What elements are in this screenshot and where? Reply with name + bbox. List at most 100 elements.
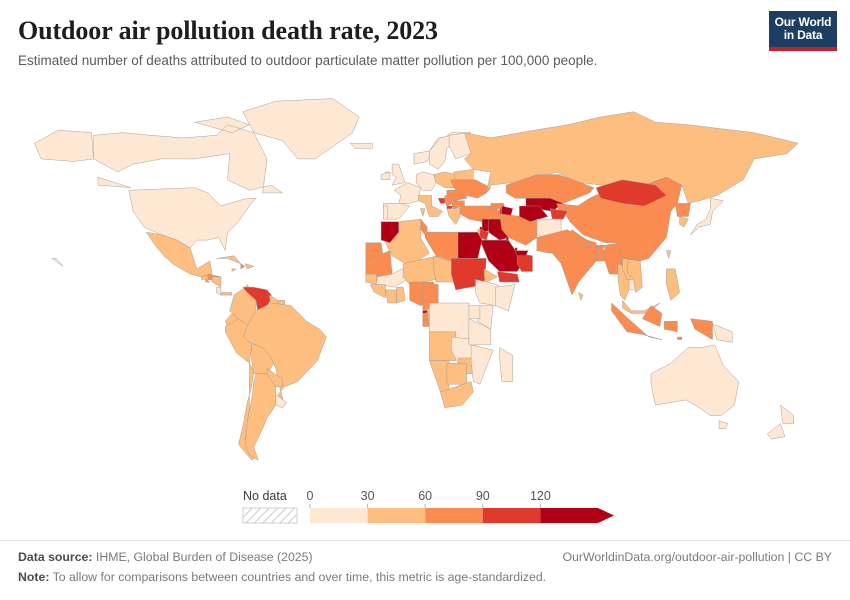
country-panama[interactable] <box>221 293 232 296</box>
country-south-africa[interactable] <box>440 382 473 408</box>
country-papua-new-guinea[interactable] <box>713 324 733 342</box>
country-greece[interactable] <box>447 209 460 225</box>
legend-tick-label: 60 <box>418 489 432 503</box>
choropleth-map[interactable] <box>0 78 850 478</box>
legend-tick-label: 90 <box>476 489 490 503</box>
country-haiti[interactable] <box>241 264 245 269</box>
page-subtitle: Estimated number of deaths attributed to… <box>18 53 598 69</box>
note-text: To allow for comparisons between countri… <box>49 570 547 585</box>
legend-bin-swatch[interactable] <box>367 508 426 523</box>
country-el-salvador[interactable] <box>206 279 210 282</box>
world-map-svg[interactable] <box>0 78 850 478</box>
legend-tick-label: 0 <box>307 489 314 503</box>
country-canada[interactable] <box>94 117 283 193</box>
country-layer[interactable] <box>34 99 798 461</box>
legend-bin-swatch[interactable] <box>425 508 483 523</box>
footer-link-group: OurWorldinData.org/outdoor-air-pollution… <box>562 548 832 566</box>
country-belarus[interactable] <box>454 169 474 179</box>
country-angola[interactable] <box>429 332 455 361</box>
country-sri-lanka[interactable] <box>579 293 583 301</box>
legend-no-data-label: No data <box>243 489 287 503</box>
country-greenland[interactable] <box>243 99 359 159</box>
country-italy[interactable] <box>418 196 442 217</box>
country-dominican-republic[interactable] <box>245 264 254 269</box>
legend-tick-label: 120 <box>530 489 551 503</box>
country-finland[interactable] <box>449 133 471 159</box>
country-ivory-coast[interactable] <box>386 290 397 303</box>
country-botswana[interactable] <box>447 363 467 384</box>
country-japan[interactable] <box>691 198 724 235</box>
country-guinea[interactable] <box>370 285 385 298</box>
country-australia[interactable] <box>651 345 739 429</box>
country-philippines[interactable] <box>666 269 679 300</box>
country-mozambique[interactable] <box>471 345 493 384</box>
country-russia[interactable] <box>465 112 799 204</box>
country-yemen[interactable] <box>497 272 519 283</box>
note-label: Note: <box>18 570 50 585</box>
owid-logo[interactable]: Our World in Data <box>769 11 837 51</box>
owid-logo-line2: in Data <box>783 28 823 42</box>
country-madagascar[interactable] <box>500 348 513 382</box>
country-nicaragua[interactable] <box>212 277 221 287</box>
country-oman[interactable] <box>517 253 532 271</box>
data-source-value: IHME, Global Burden of Disease (2025) <box>92 550 313 564</box>
legend-bin-swatch[interactable] <box>482 508 541 523</box>
country-france[interactable] <box>394 183 420 204</box>
country-south-korea[interactable] <box>680 217 689 228</box>
country-ukraine[interactable] <box>451 180 491 198</box>
license-label[interactable]: CC BY <box>794 550 832 564</box>
map-legend: No data 0 30 60 90 120 <box>0 488 850 536</box>
country-libya[interactable] <box>425 232 458 264</box>
country-portugal[interactable] <box>383 206 387 219</box>
country-ghana[interactable] <box>397 287 406 303</box>
country-mexico[interactable] <box>146 232 212 277</box>
country-kuwait[interactable] <box>506 238 508 241</box>
country-lebanon[interactable] <box>480 227 482 230</box>
country-eritrea[interactable] <box>484 269 497 282</box>
country-north-macedonia[interactable] <box>447 206 454 209</box>
country-paraguay[interactable] <box>267 369 282 387</box>
country-namibia[interactable] <box>429 361 449 392</box>
country-senegal[interactable] <box>366 274 377 285</box>
country-somalia[interactable] <box>495 285 515 311</box>
country-qatar[interactable] <box>515 248 517 251</box>
country-north-korea[interactable] <box>675 203 690 216</box>
country-egypt[interactable] <box>458 232 482 258</box>
legend-svg[interactable]: No data 0 30 60 90 120 <box>0 488 850 536</box>
country-mongolia[interactable] <box>596 180 666 206</box>
legend-no-data-swatch[interactable] <box>242 507 298 524</box>
page-title: Outdoor air pollution death rate, 2023 <box>18 16 438 45</box>
country-taiwan[interactable] <box>666 251 670 259</box>
country-tajikistan[interactable] <box>550 209 568 220</box>
owid-url-link[interactable]: OurWorldinData.org/outdoor-air-pollution <box>562 550 785 564</box>
country-united-arab-emirates[interactable] <box>515 251 528 256</box>
country-morocco[interactable] <box>381 222 399 243</box>
country-kazakhstan[interactable] <box>506 175 594 204</box>
country-ireland[interactable] <box>381 172 390 180</box>
country-uruguay[interactable] <box>276 395 287 408</box>
legend-tick-label: 30 <box>361 489 375 503</box>
legend-bins[interactable] <box>310 508 614 523</box>
country-cuba[interactable] <box>217 256 241 264</box>
country-germany[interactable] <box>416 172 436 190</box>
owid-logo-line1: Our World <box>774 15 832 30</box>
country-jamaica[interactable] <box>232 269 236 272</box>
footer-note-row: Note: To allow for comparisons between c… <box>18 568 832 586</box>
country-iceland[interactable] <box>350 143 372 148</box>
country-bosnia-and-herzegovina[interactable] <box>438 198 445 203</box>
country-indonesia[interactable] <box>612 303 713 340</box>
chart-header: Outdoor air pollution death rate, 2023 E… <box>0 0 850 70</box>
legend-bin-swatch[interactable] <box>540 508 614 523</box>
data-source: Data source: IHME, Global Burden of Dise… <box>18 548 313 566</box>
country-costa-rica[interactable] <box>217 287 221 295</box>
country-argentina[interactable] <box>245 374 276 460</box>
chart-footer: Data source: IHME, Global Burden of Dise… <box>0 540 850 587</box>
country-tanzania[interactable] <box>469 319 491 345</box>
country-new-zealand[interactable] <box>767 405 793 439</box>
legend-bin-swatch[interactable] <box>310 508 368 523</box>
data-source-label: Data source: <box>18 550 93 564</box>
country-uganda[interactable] <box>469 306 480 319</box>
country-timor-leste[interactable] <box>677 337 681 340</box>
country-tunisia[interactable] <box>421 219 428 237</box>
country-peru[interactable] <box>225 319 251 364</box>
